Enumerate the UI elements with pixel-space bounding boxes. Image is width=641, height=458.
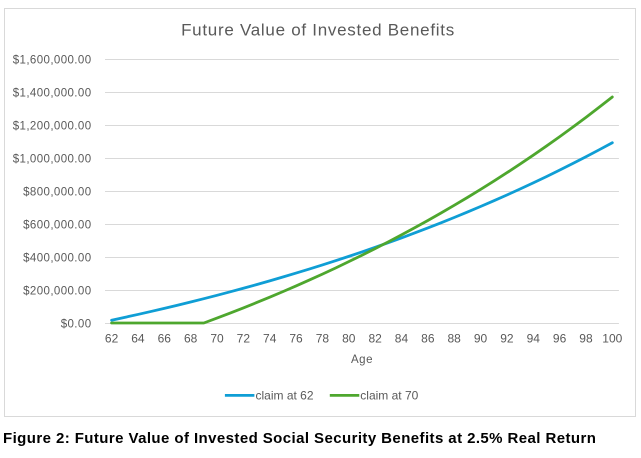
- svg-text:82: 82: [368, 331, 382, 345]
- svg-text:100: 100: [602, 331, 622, 345]
- svg-text:$0.00: $0.00: [61, 319, 92, 331]
- svg-text:76: 76: [289, 331, 303, 345]
- svg-text:claim at 70: claim at 70: [360, 389, 418, 403]
- svg-text:78: 78: [316, 331, 330, 345]
- svg-text:$800,000.00: $800,000.00: [23, 187, 91, 199]
- svg-text:88: 88: [448, 331, 462, 345]
- svg-text:$200,000.00: $200,000.00: [23, 286, 91, 298]
- svg-text:92: 92: [500, 331, 514, 345]
- svg-text:70: 70: [210, 331, 224, 345]
- svg-text:62: 62: [105, 331, 119, 345]
- svg-text:98: 98: [579, 331, 593, 345]
- svg-text:90: 90: [474, 331, 488, 345]
- svg-text:84: 84: [395, 331, 409, 345]
- svg-text:96: 96: [553, 331, 567, 345]
- svg-text:$400,000.00: $400,000.00: [23, 253, 91, 265]
- svg-text:claim at 62: claim at 62: [256, 389, 314, 403]
- svg-text:Future Value of Invested Benef: Future Value of Invested Benefits: [181, 21, 455, 40]
- svg-text:$1,000,000.00: $1,000,000.00: [13, 154, 92, 166]
- svg-text:$1,200,000.00: $1,200,000.00: [13, 121, 92, 133]
- svg-text:94: 94: [527, 331, 541, 345]
- svg-text:$1,600,000.00: $1,600,000.00: [13, 55, 92, 67]
- svg-text:$600,000.00: $600,000.00: [23, 220, 91, 232]
- svg-text:68: 68: [184, 331, 198, 345]
- svg-text:80: 80: [342, 331, 356, 345]
- svg-text:Age: Age: [351, 354, 373, 366]
- svg-text:66: 66: [158, 331, 172, 345]
- svg-text:74: 74: [263, 331, 277, 345]
- svg-text:72: 72: [237, 331, 251, 345]
- svg-text:86: 86: [421, 331, 435, 345]
- svg-text:$1,400,000.00: $1,400,000.00: [13, 88, 92, 100]
- svg-text:64: 64: [131, 331, 145, 345]
